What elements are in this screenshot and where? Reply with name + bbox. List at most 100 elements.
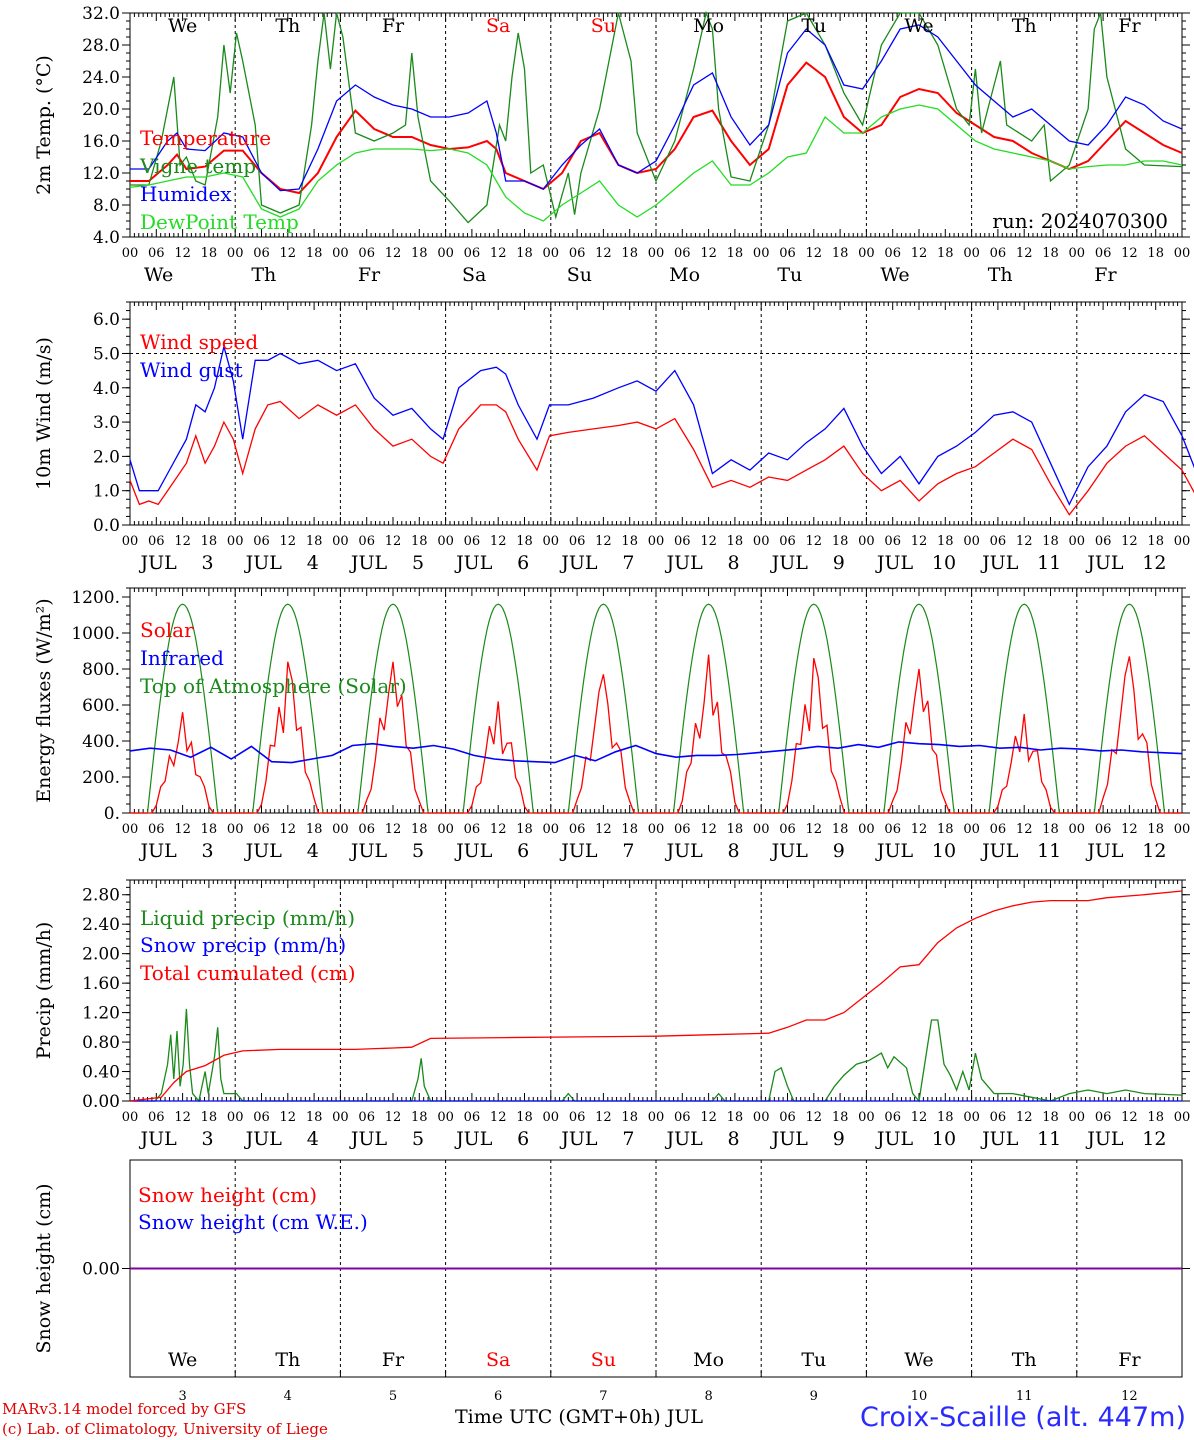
weekday-label: Su xyxy=(591,1349,616,1371)
y-tick-label: 0.00 xyxy=(82,1260,120,1280)
hour-tick-label: 18 xyxy=(1147,534,1164,549)
hour-tick-label: 18 xyxy=(516,534,533,549)
day-label-date: 9 xyxy=(833,1128,845,1150)
day-label-month: JUL xyxy=(454,1128,493,1150)
hour-tick-label: 18 xyxy=(306,1110,323,1125)
panel-frame xyxy=(129,12,1183,238)
run-annotation: run: 2024070300 xyxy=(992,209,1168,233)
legend-entry: Humidex xyxy=(140,182,232,206)
weekday-label: Fr xyxy=(382,15,405,37)
y-tick-label: 12.0 xyxy=(82,164,120,184)
hour-tick-label: 00 xyxy=(543,534,560,549)
hour-tick-label: 12 xyxy=(1121,534,1138,549)
weekday-label: Th xyxy=(1012,15,1037,37)
day-label-month: JUL xyxy=(770,840,809,862)
hour-tick-label: 00 xyxy=(858,246,875,261)
hour-tick-label: 00 xyxy=(1174,822,1191,837)
day-label-month: JUL xyxy=(980,1128,1019,1150)
legend-entry: Vigne temp xyxy=(139,154,256,178)
y-tick-label: 28.0 xyxy=(82,36,120,56)
hour-tick-label: 06 xyxy=(884,246,901,261)
day-label-date: 10 xyxy=(932,1128,956,1150)
day-label-month: JUL xyxy=(1085,552,1124,574)
hour-tick-label: 00 xyxy=(227,534,244,549)
y-tick-label: 5.0 xyxy=(93,344,120,364)
hour-tick-label: 12 xyxy=(385,246,402,261)
hour-tick-label: 12 xyxy=(280,822,297,837)
hour-tick-label: 12 xyxy=(911,246,928,261)
hour-tick-label: 12 xyxy=(490,246,507,261)
weekday-label: Tu xyxy=(801,15,826,37)
hour-tick-label: 06 xyxy=(464,246,481,261)
hour-tick-label: 18 xyxy=(1147,246,1164,261)
hour-tick-label: 12 xyxy=(1121,246,1138,261)
hour-tick-label: 18 xyxy=(1042,534,1059,549)
day-label-month: Th xyxy=(251,264,276,286)
hour-tick-label: 06 xyxy=(358,822,375,837)
series-line-infrared xyxy=(129,741,1183,764)
day-number-label: 9 xyxy=(810,1389,818,1404)
day-number-label: 5 xyxy=(389,1389,397,1404)
hour-tick-label: 18 xyxy=(411,1110,428,1125)
series-line-wind-speed xyxy=(129,400,1194,516)
y-tick-label: 0.80 xyxy=(82,1033,120,1053)
y-axis-label: Precip (mm/h) xyxy=(33,922,55,1060)
hour-tick-label: 18 xyxy=(201,246,218,261)
day-label-date: 3 xyxy=(202,552,214,574)
hour-tick-label: 12 xyxy=(1121,822,1138,837)
y-tick-label: 200. xyxy=(82,768,120,788)
weekday-label: Fr xyxy=(1118,15,1141,37)
day-label-date: 6 xyxy=(517,1128,529,1150)
hour-tick-label: 12 xyxy=(806,822,823,837)
weekday-label: Sa xyxy=(486,1349,510,1371)
hour-tick-label: 06 xyxy=(990,1110,1007,1125)
weekday-label: Fr xyxy=(1118,1349,1141,1371)
lab-credit: (c) Lab. of Climatology, University of L… xyxy=(2,1420,328,1438)
hour-tick-label: 06 xyxy=(884,1110,901,1125)
day-label-date: 4 xyxy=(307,1128,319,1150)
hour-tick-label: 06 xyxy=(779,246,796,261)
y-tick-label: 800. xyxy=(82,660,120,680)
day-label-month: Fr xyxy=(358,264,381,286)
hour-tick-label: 18 xyxy=(306,246,323,261)
y-tick-label: 4.0 xyxy=(93,228,120,248)
hour-tick-label: 00 xyxy=(122,534,139,549)
hour-tick-label: 06 xyxy=(674,1110,691,1125)
hour-tick-label: 06 xyxy=(1095,822,1112,837)
hour-tick-label: 06 xyxy=(990,246,1007,261)
hour-tick-label: 06 xyxy=(358,246,375,261)
hour-tick-label: 12 xyxy=(490,534,507,549)
hour-tick-label: 06 xyxy=(1095,1110,1112,1125)
day-label-month: JUL xyxy=(559,1128,598,1150)
y-tick-label: 1.0 xyxy=(93,482,120,502)
hour-tick-label: 12 xyxy=(806,1110,823,1125)
y-tick-label: 0.00 xyxy=(82,1092,120,1112)
day-number-label: 6 xyxy=(494,1389,502,1404)
day-label-month: JUL xyxy=(664,1128,703,1150)
day-label-month: JUL xyxy=(244,552,283,574)
series-line-vigne-temp xyxy=(130,10,1183,224)
day-label-month: Sa xyxy=(462,264,486,286)
day-label-month: JUL xyxy=(1085,1128,1124,1150)
hour-tick-label: 06 xyxy=(990,534,1007,549)
weekday-label: Th xyxy=(275,1349,300,1371)
hour-tick-label: 06 xyxy=(148,246,165,261)
hour-tick-label: 06 xyxy=(674,246,691,261)
day-number-label: 3 xyxy=(178,1389,186,1404)
day-label-month: JUL xyxy=(138,552,177,574)
y-tick-label: 1.20 xyxy=(82,1004,120,1024)
hour-tick-label: 00 xyxy=(753,246,770,261)
hour-tick-label: 06 xyxy=(569,1110,586,1125)
y-tick-label: 16.0 xyxy=(82,132,120,152)
y-tick-label: 1200. xyxy=(71,588,120,608)
hour-tick-label: 12 xyxy=(700,822,717,837)
hour-tick-label: 06 xyxy=(569,534,586,549)
day-label-month: Fr xyxy=(1094,264,1117,286)
day-label-date: 8 xyxy=(728,840,740,862)
hour-tick-label: 00 xyxy=(858,822,875,837)
legend-entry: Snow height (cm) xyxy=(138,1183,317,1207)
hour-tick-label: 00 xyxy=(1069,246,1086,261)
hour-tick-label: 00 xyxy=(963,246,980,261)
station-name: Croix-Scaille (alt. 447m) xyxy=(859,1402,1186,1433)
hour-tick-label: 00 xyxy=(332,534,349,549)
